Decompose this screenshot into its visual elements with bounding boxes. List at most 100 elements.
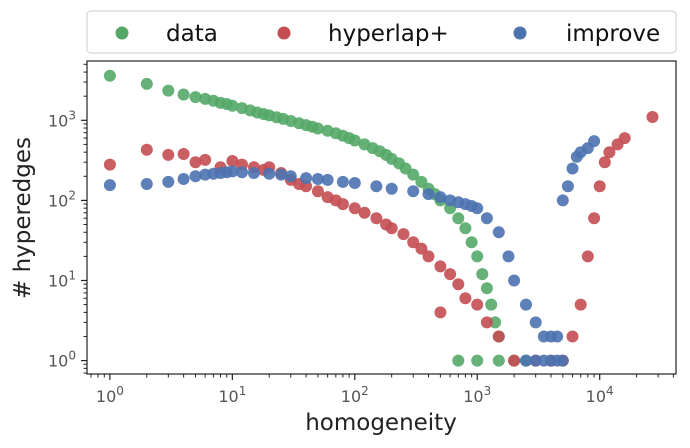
point-data-21 [311,122,324,135]
point-improve-9 [226,165,239,178]
point-data-46 [485,298,498,311]
point-hyperlap-37 [508,354,521,367]
point-improve-30 [480,212,493,225]
plot-frame [86,60,677,375]
point-data-1 [140,77,153,90]
point-hyperlap-25 [397,228,410,241]
point-improve-20 [370,180,383,193]
point-improve-1 [140,178,153,190]
legend-box [86,10,677,54]
y-axis-title: # hyperedges [10,137,36,299]
point-data-40 [452,212,465,225]
point-hyperlap-44 [588,212,601,225]
point-improve-3 [177,173,190,185]
point-hyperlap-5 [199,153,212,166]
legend: data hyperlap+ improve [86,10,677,54]
point-hyperlap-19 [336,198,349,211]
point-data-49 [452,354,465,367]
point-improve-15 [300,172,313,185]
point-hyperlap-30 [444,268,457,281]
point-improve-19 [348,177,361,189]
point-improve-40 [529,354,542,367]
point-hyperlap-46 [598,156,611,169]
point-improve-14 [284,170,297,183]
point-improve-29 [471,202,484,215]
y-tick-label: 100 [48,349,76,371]
point-data-47 [489,316,502,329]
point-hyperlap-0 [103,158,116,171]
point-improve-22 [407,185,420,198]
point-hyperlap-4 [189,156,202,169]
point-data-45 [480,282,493,295]
point-improve-38 [551,330,564,343]
point-hyperlap-20 [348,202,361,215]
point-hyperlap-26 [407,236,420,249]
point-hyperlap-50 [646,111,659,123]
point-hyperlap-41 [566,330,579,343]
point-improve-12 [263,167,276,180]
point-improve-21 [385,182,398,195]
point-improve-39 [520,354,532,367]
point-improve-13 [275,168,288,181]
point-improve-24 [434,191,447,204]
point-hyperlap-34 [471,298,484,311]
point-hyperlap-27 [415,242,428,255]
legend-marker-data [115,26,129,40]
x-tick-label: 104 [586,384,614,406]
legend-marker-improve [513,26,527,40]
point-improve-31 [492,226,505,239]
point-data-44 [476,268,489,281]
point-hyperlap-21 [358,206,371,219]
x-tick-label: 100 [96,384,124,406]
point-hyperlap-45 [593,180,606,193]
legend-marker-hyperlap [277,26,291,40]
point-hyperlap-42 [574,298,587,311]
point-improve-10 [236,166,248,179]
point-data-9 [226,99,239,112]
point-data-51 [492,354,505,367]
x-tick-label: 102 [341,384,369,406]
legend-label-hyperlap: hyperlap+ [328,21,449,47]
point-hyperlap-35 [480,316,493,329]
y-tick-label: 103 [48,108,76,130]
point-improve-45 [556,194,569,207]
point-data-4 [189,91,202,104]
point-hyperlap-49 [618,132,631,145]
point-data-43 [471,250,484,263]
point-hyperlap-47 [603,146,616,159]
point-hyperlap-1 [140,143,153,156]
point-hyperlap-31 [452,278,465,291]
point-data-26 [348,134,361,147]
point-improve-17 [321,173,334,186]
point-data-2 [162,84,175,97]
point-improve-18 [336,175,349,188]
point-improve-33 [508,274,521,287]
point-improve-51 [588,135,601,148]
legend-label-improve: improve [566,21,660,47]
point-hyperlap-3 [177,148,190,160]
point-hyperlap-28 [422,250,435,263]
y-tick-label: 102 [48,188,76,210]
point-improve-4 [189,170,202,183]
point-hyperlap-7 [226,155,239,167]
point-improve-11 [247,167,260,179]
y-tick-label: 101 [48,268,76,290]
point-data-42 [465,236,478,249]
point-improve-34 [520,298,532,311]
point-hyperlap-32 [459,292,472,305]
point-improve-46 [561,180,574,193]
point-data-0 [103,69,116,82]
point-hyperlap-2 [162,148,175,161]
point-data-3 [177,88,190,101]
point-hyperlap-15 [300,180,313,193]
point-hyperlap-36 [492,330,505,343]
x-tick-label: 101 [218,384,246,406]
point-hyperlap-24 [385,222,398,235]
point-improve-35 [529,316,542,329]
point-improve-47 [566,162,579,175]
point-improve-44 [556,354,569,367]
x-tick-label: 103 [463,384,491,406]
data-points [103,69,659,367]
point-data-34 [407,168,420,181]
